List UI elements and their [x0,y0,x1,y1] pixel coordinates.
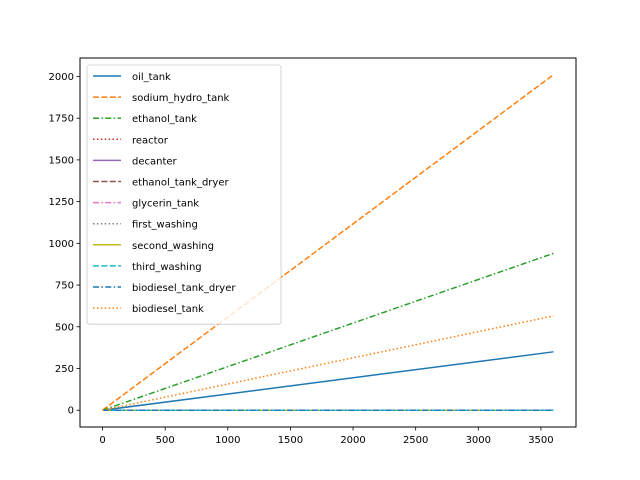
x-tick-label: 1500 [278,435,303,446]
y-tick-label: 250 [55,364,74,375]
legend-label-reactor: reactor [132,135,169,146]
axes-frame [79,57,577,428]
legend-label-biodiesel-tank: biodiesel_tank [132,304,204,315]
series-line-biodiesel-tank [102,315,554,411]
x-tick-label: 3500 [528,435,553,446]
series-line-oil-tank [102,351,554,411]
x-tick-label: 2500 [403,435,428,446]
x-tick-label: 2000 [340,435,365,446]
y-tick-label: 1500 [49,155,74,166]
legend-label-third-washing: third_washing [132,262,202,273]
x-tick-label: 0 [99,435,105,446]
y-tick-label: 1250 [49,197,74,208]
x-axis: 0 500 1000 1500 2000 2500 3000 3500 [99,427,554,446]
legend-label-first-washing: first_washing [132,220,198,231]
legend-label-glycerin-tank: glycerin_tank [132,199,199,210]
y-tick-label: 1750 [49,114,74,125]
series-line-sodium-hydro-tank [102,74,554,411]
legend-label-second-washing: second_washing [132,241,214,252]
x-tick-label: 500 [156,435,175,446]
y-tick-label: 1000 [49,239,74,250]
y-tick-label: 2000 [49,72,74,83]
y-tick-label: 750 [55,281,74,292]
series-layer [102,74,554,411]
legend: oil_tank sodium_hydro_tank ethanol_tankrea… [86,64,282,325]
y-tick-label: 500 [55,322,74,333]
x-tick-label: 1000 [215,435,240,446]
legend-label-biodiesel-tank-dryer: biodiesel_tank_dryer [132,283,236,294]
legend-label-ethanol-tank-dryer: ethanol_tank_dryer [132,178,229,189]
legend-label-ethanol-tank: ethanol_tank [132,114,197,125]
legend-label-sodium-hydro-tank: sodium_hydro_tank [132,93,230,104]
x-tick-label: 3000 [466,435,491,446]
legend-label-decanter: decanter [132,156,178,167]
y-tick-label: 0 [68,406,74,417]
series-line-ethanol-tank [102,252,554,411]
y-axis: 0 250 500 750 1000 1250 1500 1750 2000 [49,72,80,417]
legend-box [86,64,282,325]
legend-label-oil-tank: oil_tank [132,72,171,83]
